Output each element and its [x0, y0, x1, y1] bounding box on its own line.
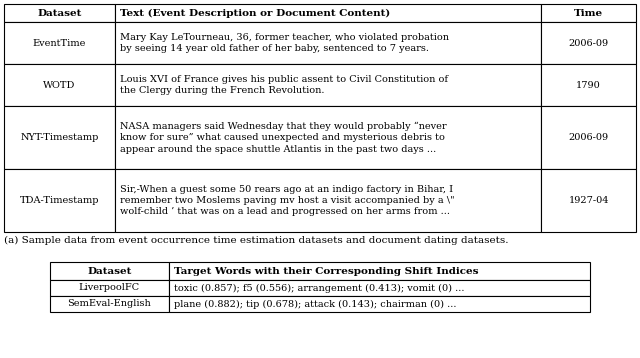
Bar [541, 4, 636, 22]
Bar [4, 64, 115, 106]
Bar [4, 22, 115, 64]
Bar [115, 169, 541, 232]
Bar [50, 296, 169, 312]
Text: 1790: 1790 [576, 81, 601, 90]
Bar [541, 169, 636, 232]
Text: EventTime: EventTime [33, 39, 86, 48]
Bar [115, 106, 541, 169]
Text: TDA-Timestamp: TDA-Timestamp [20, 196, 99, 205]
Bar [541, 22, 636, 64]
Text: NASA managers said Wednesday that they would probably “never
know for sure” what: NASA managers said Wednesday that they w… [120, 121, 446, 154]
Text: Dataset: Dataset [37, 9, 81, 18]
Text: 1927-04: 1927-04 [568, 196, 609, 205]
Bar [169, 262, 590, 280]
Bar [50, 280, 169, 296]
Text: Louis XVI of France gives his public assent to Civil Constitution of
the Clergy : Louis XVI of France gives his public ass… [120, 75, 448, 95]
Bar [4, 169, 115, 232]
Text: Text (Event Description or Document Content): Text (Event Description or Document Cont… [120, 9, 390, 18]
Bar [115, 22, 541, 64]
Bar [541, 64, 636, 106]
Text: (a) Sample data from event occurrence time estimation datasets and document dati: (a) Sample data from event occurrence ti… [4, 236, 509, 245]
Bar [169, 280, 590, 296]
Text: Time: Time [574, 9, 603, 18]
Bar [169, 296, 590, 312]
Text: plane (0.882); tip (0.678); attack (0.143); chairman (0) ...: plane (0.882); tip (0.678); attack (0.14… [174, 299, 456, 309]
Bar [4, 4, 115, 22]
Text: 2006-09: 2006-09 [568, 133, 609, 142]
Text: NYT-Timestamp: NYT-Timestamp [20, 133, 99, 142]
Text: Dataset: Dataset [87, 266, 132, 276]
Text: SemEval-English: SemEval-English [68, 300, 151, 309]
Bar [115, 4, 541, 22]
Text: 2006-09: 2006-09 [568, 39, 609, 48]
Text: Mary Kay LeTourneau, 36, former teacher, who violated probation
by seeing 14 yea: Mary Kay LeTourneau, 36, former teacher,… [120, 33, 449, 53]
Bar [4, 106, 115, 169]
Text: toxic (0.857); f5 (0.556); arrangement (0.413); vomit (0) ...: toxic (0.857); f5 (0.556); arrangement (… [174, 284, 465, 292]
Text: WOTD: WOTD [43, 81, 76, 90]
Text: LiverpoolFC: LiverpoolFC [79, 284, 140, 292]
Text: Target Words with their Corresponding Shift Indices: Target Words with their Corresponding Sh… [174, 266, 479, 276]
Bar [50, 262, 169, 280]
Bar [115, 64, 541, 106]
Bar [541, 106, 636, 169]
Text: Sir,-When a guest some 50 rears ago at an indigo factory in Bihar, I
remember tw: Sir,-When a guest some 50 rears ago at a… [120, 185, 454, 217]
